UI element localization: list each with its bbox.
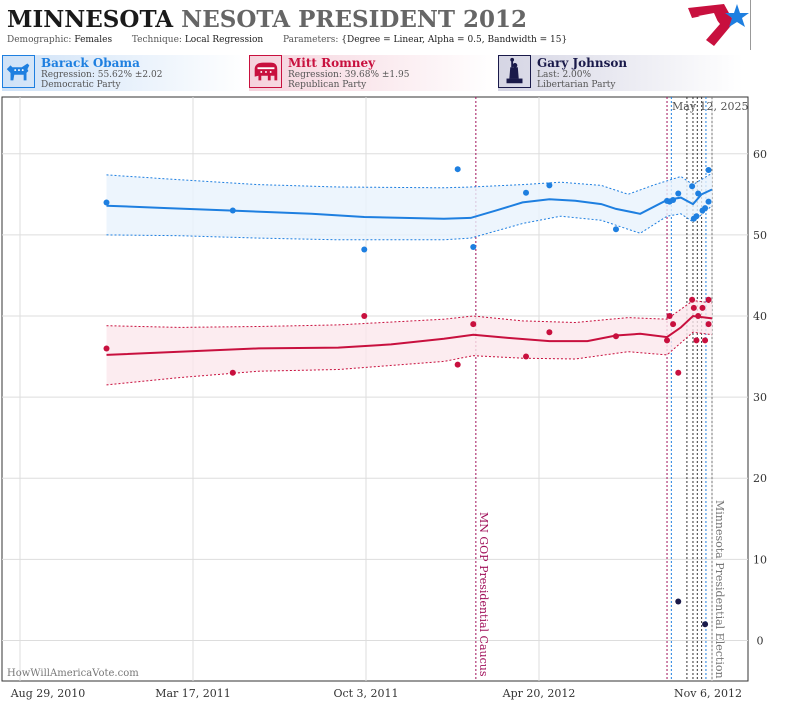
star-logo-icon (688, 4, 749, 46)
candidate-stat: Last: 2.00% (537, 70, 592, 80)
title-bar: MINNESOTA NESOTA PRESIDENT 2012 Demograp… (0, 0, 789, 52)
candidate-name: Mitt Romney (288, 56, 376, 70)
y-tick-label: 10 (753, 553, 767, 566)
candidate-card-johnson: Gary Johnson Last: 2.00% Libertarian Par… (498, 55, 743, 91)
poll-point (689, 183, 696, 190)
demographic-label: Demographic: (7, 35, 72, 45)
y-tick-label: 50 (753, 229, 767, 242)
poll-point (670, 321, 677, 328)
poll-point (705, 167, 712, 173)
event-label: MN GOP Presidential Caucus (477, 512, 490, 677)
logo-frame (750, 0, 789, 50)
poll-point (693, 337, 700, 344)
poll-point (612, 226, 619, 233)
demographic-value: Females (74, 35, 113, 45)
poll-point (229, 207, 236, 214)
poll-point (670, 197, 677, 204)
poll-point (702, 621, 709, 628)
watermark: HowWillAmericaVote.com (7, 668, 139, 679)
candidate-card-romney: Mitt Romney Regression: 39.68% ±1.95 Rep… (249, 55, 494, 91)
poll-point (695, 313, 702, 319)
x-tick-label: Nov 6, 2012 (674, 687, 742, 700)
poll-point (699, 304, 706, 311)
poll-point (702, 337, 709, 344)
technique-value: Local Regression (184, 35, 264, 45)
y-tick-label: 30 (753, 391, 767, 404)
poll-point (470, 321, 477, 328)
y-tick-label: 60 (753, 148, 767, 161)
candidate-name: Gary Johnson (537, 56, 628, 70)
statue-of-liberty-icon (498, 55, 531, 88)
poll-point (690, 304, 697, 311)
x-tick-label: Oct 3, 2011 (333, 687, 398, 700)
poll-point (103, 345, 110, 352)
title-race: NESOTA PRESIDENT 2012 (181, 6, 528, 33)
band-upper (106, 172, 713, 195)
donkey-icon (2, 55, 35, 88)
event-label: Minnesota Presidential Election (713, 500, 726, 679)
poll-point (523, 189, 530, 196)
candidate-stat: Regression: 55.62% ±2.02 (41, 70, 163, 80)
poll-point (693, 213, 700, 220)
chart-parameters: Demographic: Females Technique: Local Re… (7, 35, 567, 45)
candidate-party: Republican Party (288, 80, 367, 90)
page-title: MINNESOTA NESOTA PRESIDENT 2012 (7, 6, 527, 33)
candidate-card-obama: Barack Obama Regression: 55.62% ±2.02 De… (2, 55, 247, 91)
poll-point (103, 199, 110, 206)
poll-point (689, 296, 696, 303)
x-tick-label: Apr 20, 2012 (502, 687, 576, 700)
y-tick-label: 40 (753, 310, 767, 323)
band-lower (106, 205, 713, 241)
poll-point (454, 166, 461, 173)
poll-point (612, 333, 619, 340)
poll-point (229, 369, 236, 376)
candidate-party: Libertarian Party (537, 80, 616, 90)
elephant-icon (249, 55, 282, 88)
poll-point (454, 361, 461, 368)
poll-point (705, 198, 712, 205)
technique-label: Technique: (131, 35, 182, 45)
poll-point (702, 205, 709, 212)
poll-point (695, 190, 702, 197)
x-tick-label: Mar 17, 2011 (155, 687, 231, 700)
poll-point (675, 369, 682, 376)
poll-point (470, 244, 477, 251)
x-axis-ticks: Aug 29, 2010 Mar 17, 2011 Oct 3, 2011 Apr 2… (10, 687, 742, 700)
parameters-label: Parameters: (282, 35, 339, 45)
title-state: MINNESOTA (7, 6, 174, 33)
poll-point (523, 353, 530, 360)
poll-point (705, 296, 712, 303)
poll-point (546, 329, 553, 336)
trend-line (106, 188, 713, 220)
trend-lines (106, 188, 713, 356)
poll-point (361, 313, 368, 319)
band-lower (106, 331, 713, 386)
poll-point (675, 598, 682, 605)
y-axis-ticks: 0 10 20 30 40 50 60 (753, 148, 767, 648)
trend-line (106, 314, 713, 356)
as-of-date: May 12, 2025 (672, 100, 749, 113)
candidate-stat: Regression: 39.68% ±1.95 (288, 70, 410, 80)
poll-point (664, 337, 671, 344)
poll-point (705, 321, 712, 328)
x-tick-label: Aug 29, 2010 (10, 687, 86, 700)
poll-point (675, 190, 682, 197)
confidence-band (106, 173, 712, 240)
y-tick-label: 20 (753, 472, 767, 485)
parameters-value: {Degree = Linear, Alpha = 0.5, Bandwidth… (341, 35, 568, 45)
y-tick-label: 0 (757, 634, 764, 647)
poll-point (666, 313, 673, 319)
poll-point (361, 246, 368, 253)
poll-point (546, 182, 553, 189)
candidate-party: Democratic Party (41, 80, 121, 90)
poll-points (103, 166, 712, 628)
candidate-name: Barack Obama (41, 56, 140, 70)
